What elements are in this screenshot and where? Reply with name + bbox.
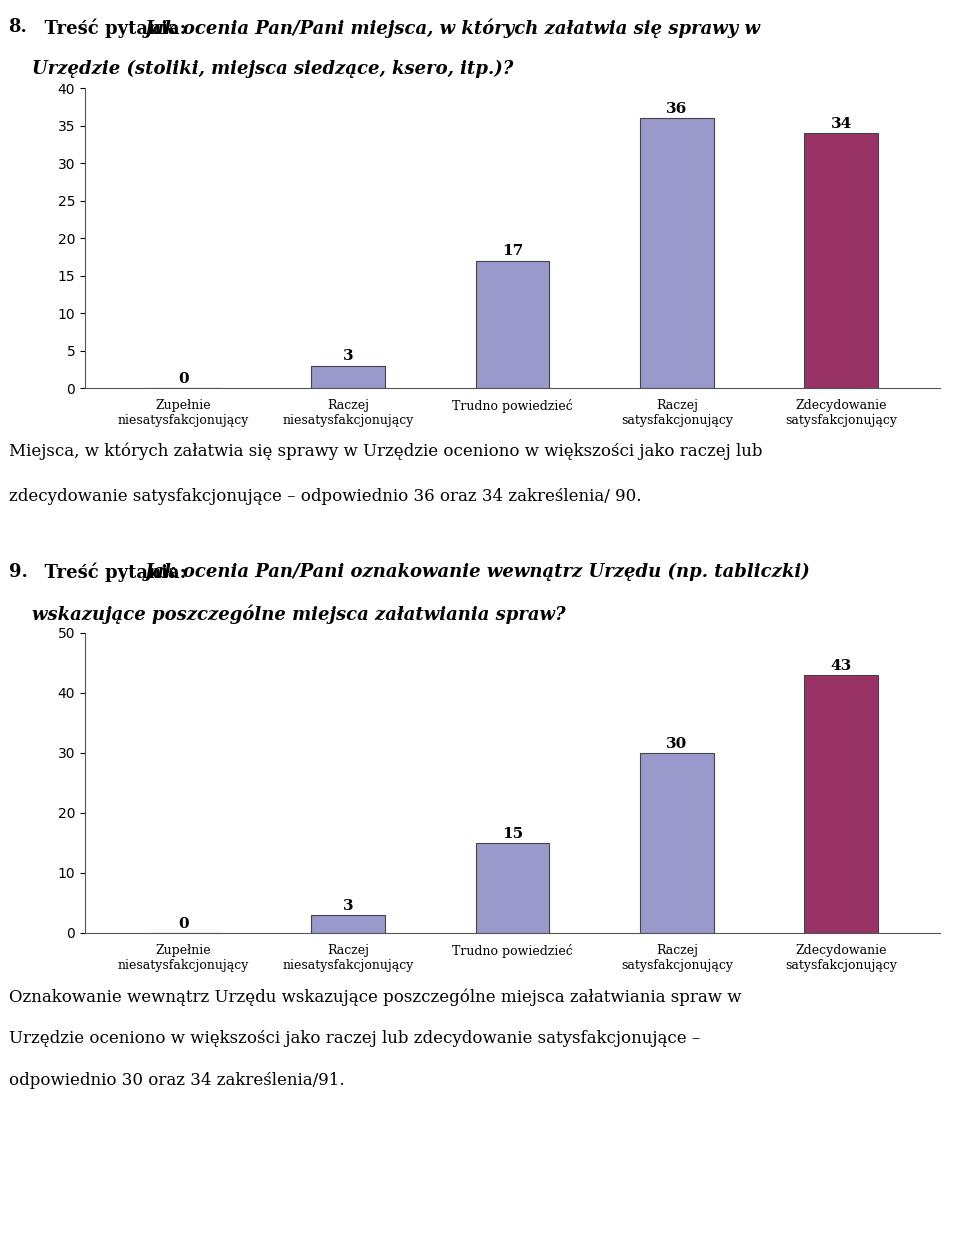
Text: Jak ocenia Pan/Pani miejsca, w których załatwia się sprawy w: Jak ocenia Pan/Pani miejsca, w których z… — [145, 17, 760, 37]
Text: 34: 34 — [830, 117, 852, 130]
Bar — [311, 365, 385, 388]
Bar — [311, 915, 385, 933]
Text: Urzędzie oceniono w większości jako raczej lub zdecydowanie satysfakcjonujące –: Urzędzie oceniono w większości jako racz… — [9, 1030, 700, 1047]
Text: Jak ocenia Pan/Pani oznakowanie wewnątrz Urzędu (np. tabliczki): Jak ocenia Pan/Pani oznakowanie wewnątrz… — [145, 563, 810, 581]
Bar — [804, 674, 878, 933]
Text: Miejsca, w których załatwia się sprawy w Urzędzie oceniono w większości jako rac: Miejsca, w których załatwia się sprawy w… — [9, 443, 762, 461]
Text: Treść pytania:: Treść pytania: — [32, 17, 193, 37]
Text: 43: 43 — [830, 658, 852, 673]
Text: 0: 0 — [179, 371, 189, 386]
Text: Urzędzie (stoliki, miejsca siedzące, ksero, itp.)?: Urzędzie (stoliki, miejsca siedzące, kse… — [32, 60, 514, 77]
Bar — [640, 753, 714, 933]
Text: 17: 17 — [502, 245, 523, 258]
Bar — [640, 118, 714, 388]
Text: wskazujące poszczególne miejsca załatwiania spraw?: wskazujące poszczególne miejsca załatwia… — [32, 605, 565, 623]
Text: odpowiednio 30 oraz 34 zakreślenia/91.: odpowiednio 30 oraz 34 zakreślenia/91. — [9, 1072, 344, 1089]
Text: 3: 3 — [343, 899, 353, 913]
Text: 9.: 9. — [9, 563, 28, 581]
Text: 3: 3 — [343, 349, 353, 363]
Text: Oznakowanie wewnątrz Urzędu wskazujące poszczególne miejsca załatwiania spraw w: Oznakowanie wewnątrz Urzędu wskazujące p… — [9, 987, 741, 1006]
Text: Treść pytania:: Treść pytania: — [32, 563, 193, 582]
Text: 30: 30 — [666, 737, 687, 750]
Text: zdecydowanie satysfakcjonujące – odpowiednio 36 oraz 34 zakreślenia/ 90.: zdecydowanie satysfakcjonujące – odpowie… — [9, 488, 641, 505]
Text: 15: 15 — [502, 827, 523, 841]
Bar — [475, 843, 549, 933]
Text: 0: 0 — [179, 917, 189, 930]
Bar — [475, 261, 549, 388]
Bar — [804, 133, 878, 388]
Text: 8.: 8. — [9, 17, 28, 36]
Text: 36: 36 — [666, 102, 687, 116]
